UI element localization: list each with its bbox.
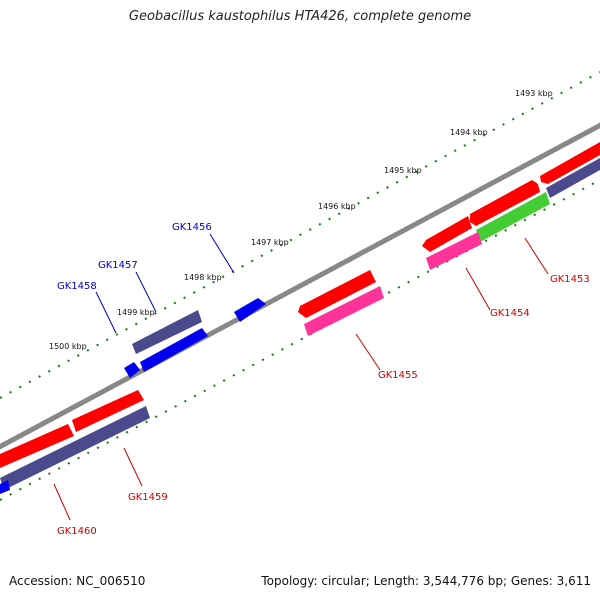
label-leader	[135, 271, 157, 313]
tick-label: 1494 kbp	[450, 128, 488, 137]
tick-label: 1496 kbp	[318, 202, 356, 211]
label-leader	[123, 447, 143, 487]
inner-tick-track	[0, 179, 600, 501]
gene-arrow[interactable]	[0, 480, 10, 494]
gene-label: GK1457	[98, 260, 138, 271]
gene-label: GK1454	[490, 308, 530, 319]
gene-arrow[interactable]	[470, 180, 540, 226]
gene-arrow[interactable]	[234, 298, 266, 322]
gene-label: GK1458	[57, 281, 97, 292]
gene-arrow[interactable]	[426, 232, 482, 270]
genome-summary: Topology: circular; Length: 3,544,776 bp…	[261, 574, 591, 588]
gene-arrow[interactable]	[546, 158, 600, 198]
label-leader	[524, 237, 549, 275]
label-leader	[465, 267, 491, 311]
tick-label: 1495 kbp	[384, 166, 422, 175]
gene-label: GK1455	[378, 370, 418, 381]
tick-label: 1498 kbp	[184, 273, 222, 282]
gene-arrow[interactable]	[0, 424, 74, 468]
outer-tick-track	[0, 71, 600, 399]
gene-label: GK1459	[128, 492, 168, 503]
gene-arrow[interactable]	[298, 270, 376, 318]
gene-label: GK1460	[57, 526, 97, 537]
genome-backbone	[0, 122, 600, 450]
label-leader	[53, 483, 71, 521]
gene-arrow[interactable]	[140, 328, 208, 372]
gene-label: GK1453	[550, 274, 590, 285]
gene-arrow[interactable]	[304, 286, 384, 336]
gene-arrow[interactable]	[540, 142, 600, 184]
label-leader	[95, 291, 117, 334]
accession-text: Accession: NC_006510	[9, 574, 146, 588]
gene-arrow[interactable]	[132, 310, 202, 354]
gene-arrow[interactable]	[72, 390, 144, 432]
tick-label: 1493 kbp	[515, 89, 553, 98]
gene-arrow[interactable]	[124, 362, 140, 378]
tick-label: 1500 kbp	[49, 342, 87, 351]
label-leader	[209, 233, 235, 274]
gene-arrow[interactable]	[422, 216, 472, 252]
tick-label: 1499 kbp	[117, 308, 155, 317]
tick-label: 1497 kbp	[251, 238, 289, 247]
label-leader	[355, 333, 381, 371]
map-title: Geobacillus kaustophilus HTA426, complet…	[128, 9, 472, 24]
gene-arrow[interactable]	[0, 406, 150, 490]
gene-arrow[interactable]	[476, 192, 550, 242]
gene-label: GK1456	[172, 222, 212, 233]
